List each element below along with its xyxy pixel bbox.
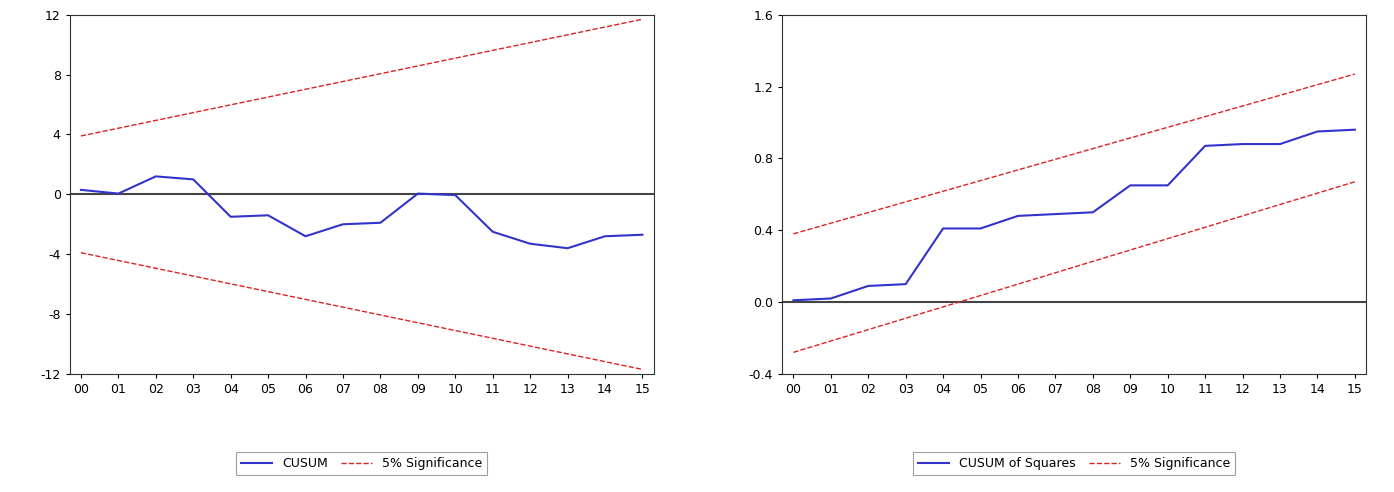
Legend: CUSUM, 5% Significance: CUSUM, 5% Significance [236,453,487,475]
Legend: CUSUM of Squares, 5% Significance: CUSUM of Squares, 5% Significance [913,453,1235,475]
